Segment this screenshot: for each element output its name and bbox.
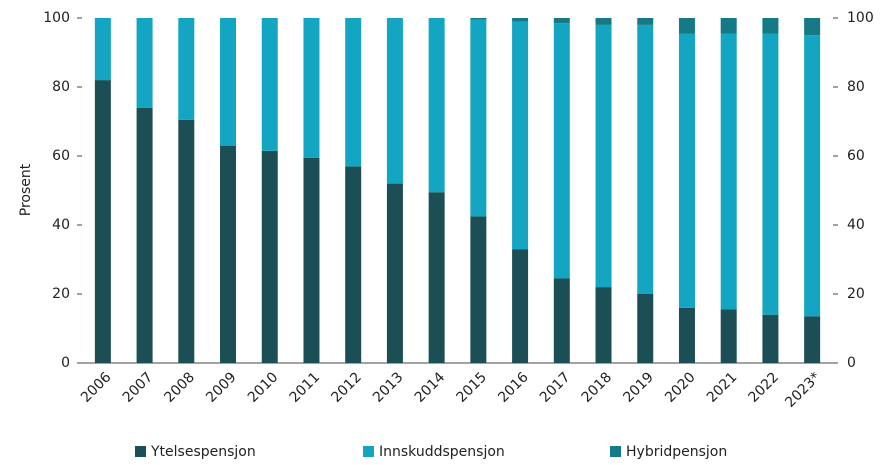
bar-segment	[345, 18, 362, 167]
bar-segment	[303, 18, 320, 158]
bar-segment	[637, 294, 654, 363]
bar-segment	[470, 18, 487, 20]
x-tick-label: 2017	[537, 369, 574, 406]
bar-segment	[428, 192, 445, 363]
legend-swatch	[135, 446, 146, 457]
bar-segment	[345, 166, 362, 363]
bar-segment	[512, 18, 529, 22]
x-tick-label: 2015	[454, 369, 491, 406]
bar-segment	[762, 33, 779, 315]
y2-tick-label: 20	[847, 286, 865, 302]
y-tick-label: 20	[52, 286, 70, 302]
bar-segment	[136, 18, 153, 108]
bar-segment	[762, 314, 779, 363]
bar-segment	[220, 145, 237, 363]
bar-segment	[720, 309, 737, 363]
bar-segment	[94, 18, 111, 81]
bar-segment	[762, 18, 779, 34]
x-tick-label: 2013	[370, 369, 407, 406]
bar-segment	[720, 33, 737, 310]
x-tick-label: 2009	[203, 369, 240, 406]
y2-tick-label: 40	[847, 217, 865, 233]
bar-segment	[553, 18, 570, 24]
y2-tick-label: 0	[847, 355, 856, 371]
y2-tick-label: 100	[847, 10, 874, 26]
x-tick-label: 2008	[161, 369, 198, 406]
y2-tick-label: 80	[847, 79, 865, 95]
bar-segment	[637, 24, 654, 295]
bar-segment	[470, 216, 487, 363]
bar-segment	[386, 183, 403, 363]
x-tick-label: 2023*	[782, 369, 823, 410]
bar-segment	[470, 19, 487, 217]
x-tick-label: 2016	[495, 369, 532, 406]
bar-segment	[678, 33, 695, 308]
bar-segment	[303, 157, 320, 363]
x-tick-label: 2006	[78, 369, 115, 406]
bar-segment	[220, 18, 237, 146]
y2-tick-label: 60	[847, 148, 865, 164]
x-tick-label: 2019	[620, 369, 657, 406]
bar-segment	[720, 18, 737, 34]
bar-segment	[428, 18, 445, 193]
legend-swatch	[363, 446, 374, 457]
bar-segment	[553, 278, 570, 363]
bar-segment	[804, 316, 821, 363]
bar-segment	[595, 18, 612, 25]
bar-segment	[512, 21, 529, 250]
x-tick-label: 2012	[328, 369, 365, 406]
bar-segment	[136, 107, 153, 363]
bar-segment	[386, 18, 403, 184]
bar-segment	[94, 80, 111, 363]
legend-label: Innskuddspensjon	[379, 444, 505, 460]
y-axis-label: Prosent	[18, 163, 34, 216]
x-tick-label: 2014	[412, 369, 449, 406]
legend-swatch	[610, 446, 621, 457]
bar-segment	[804, 18, 821, 36]
bar-segment	[678, 307, 695, 363]
bar-segment	[595, 24, 612, 288]
legend-label: Ytelsespensjon	[150, 444, 256, 460]
y-tick-label: 0	[61, 355, 70, 371]
x-tick-label: 2022	[746, 369, 783, 406]
bar-segment	[595, 287, 612, 363]
x-tick-label: 2020	[662, 369, 699, 406]
bar-segment	[553, 23, 570, 279]
bar-segment	[512, 249, 529, 363]
y-tick-label: 60	[52, 148, 70, 164]
bar-segment	[178, 18, 195, 120]
bar-segment	[261, 150, 278, 363]
bar-segment	[678, 18, 695, 34]
y-tick-label: 80	[52, 79, 70, 95]
y-tick-label: 100	[43, 10, 70, 26]
bar-segment	[804, 35, 821, 317]
bar-segment	[637, 18, 654, 25]
y-tick-label: 40	[52, 217, 70, 233]
bar-segment	[261, 18, 278, 151]
x-tick-label: 2010	[245, 369, 282, 406]
x-tick-label: 2007	[120, 369, 157, 406]
x-tick-label: 2018	[579, 369, 616, 406]
legend-label: Hybridpensjon	[626, 444, 727, 460]
x-tick-label: 2011	[287, 369, 324, 406]
x-tick-label: 2021	[704, 369, 741, 406]
bar-segment	[178, 119, 195, 364]
